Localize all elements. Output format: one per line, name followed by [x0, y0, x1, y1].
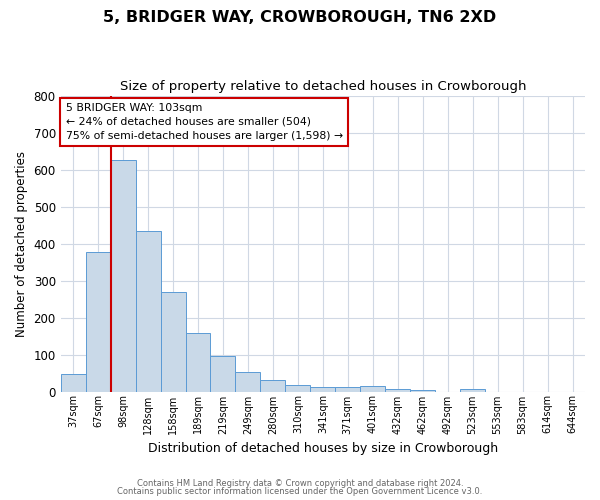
Bar [460, 389, 485, 392]
Bar [110, 160, 136, 392]
Bar [136, 230, 161, 392]
Bar [61, 374, 86, 392]
Bar [211, 356, 235, 392]
Bar [260, 380, 286, 392]
Bar [185, 334, 211, 392]
Text: Contains public sector information licensed under the Open Government Licence v3: Contains public sector information licen… [118, 487, 482, 496]
Bar [360, 386, 385, 392]
X-axis label: Distribution of detached houses by size in Crowborough: Distribution of detached houses by size … [148, 442, 498, 455]
Y-axis label: Number of detached properties: Number of detached properties [15, 150, 28, 336]
Bar [335, 387, 360, 392]
Title: Size of property relative to detached houses in Crowborough: Size of property relative to detached ho… [119, 80, 526, 93]
Bar [235, 372, 260, 392]
Text: 5 BRIDGER WAY: 103sqm
← 24% of detached houses are smaller (504)
75% of semi-det: 5 BRIDGER WAY: 103sqm ← 24% of detached … [66, 103, 343, 141]
Bar [86, 252, 110, 392]
Bar [310, 387, 335, 392]
Bar [385, 388, 410, 392]
Text: 5, BRIDGER WAY, CROWBOROUGH, TN6 2XD: 5, BRIDGER WAY, CROWBOROUGH, TN6 2XD [103, 10, 497, 25]
Text: Contains HM Land Registry data © Crown copyright and database right 2024.: Contains HM Land Registry data © Crown c… [137, 478, 463, 488]
Bar [161, 292, 185, 392]
Bar [410, 390, 435, 392]
Bar [286, 385, 310, 392]
